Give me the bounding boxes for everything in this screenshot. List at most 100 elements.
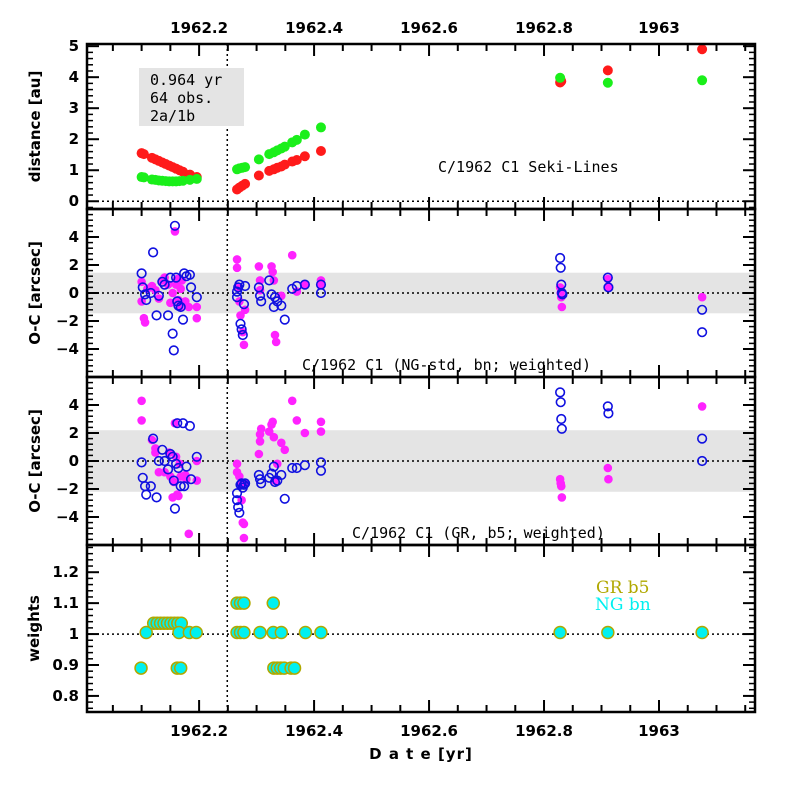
ng-residual-point	[181, 461, 192, 472]
ng-residual-point	[148, 247, 159, 258]
info-box-line: 64 obs.	[150, 89, 213, 107]
ng-residual-point	[231, 495, 243, 506]
y-axis-title: O-C [arcsec]	[26, 241, 44, 345]
ng-residual-point	[697, 455, 708, 467]
red-distance-point	[602, 65, 613, 76]
data-marks	[136, 44, 708, 195]
ng-residual-point	[602, 401, 613, 412]
gr-residual-point	[192, 476, 202, 485]
gr-residual-point	[556, 481, 566, 491]
gr-residual-point	[316, 427, 326, 436]
gr-residual-point	[137, 416, 146, 425]
ng-residual-point	[556, 413, 567, 425]
ng-residual-point	[279, 493, 290, 504]
gr-residual-point	[192, 313, 202, 323]
ng-residual-point	[697, 304, 708, 315]
y-tick-label: 3	[69, 99, 79, 117]
weight-point	[287, 661, 302, 675]
ng-residual-point	[231, 286, 243, 297]
y-tick-label: 1.2	[52, 563, 79, 581]
gr-residual-point	[256, 424, 266, 434]
gr-residual-point	[316, 417, 326, 427]
green-distance-point	[315, 122, 326, 133]
gr-residual-point	[271, 337, 281, 347]
green-distance-point	[279, 141, 290, 152]
y-tick-label: 4	[69, 228, 79, 246]
x-tick-label-bottom: 1962.2	[170, 722, 228, 740]
ng-residual-point	[237, 329, 248, 341]
ng-residual-point	[159, 455, 170, 467]
gr-residual-point	[176, 284, 186, 294]
gr-residual-point	[174, 491, 183, 501]
ng-residual-point	[239, 478, 251, 489]
gr-residual-point	[232, 255, 242, 264]
ng-residual-point	[162, 464, 174, 475]
ng-residual-point	[555, 397, 566, 408]
y-tick-label: 4	[69, 68, 79, 86]
weight-point	[266, 596, 281, 610]
y-tick-label: 5	[69, 37, 79, 55]
ng-residual-point	[557, 289, 568, 300]
ng-residual-point	[169, 220, 181, 231]
weight-point	[695, 625, 709, 640]
weight-point	[237, 596, 251, 610]
x-tick-label-top: 1962.4	[285, 19, 343, 37]
info-box-line: 0.964 yr	[150, 71, 222, 89]
gr-residual-point	[269, 432, 279, 442]
ng-residual-point	[235, 479, 246, 490]
gr-residual-point	[154, 294, 164, 303]
gr-residual-point	[239, 533, 249, 543]
green-distance-point	[602, 77, 613, 88]
ng-residual-point	[141, 489, 152, 500]
ng-residual-point	[159, 279, 170, 290]
ng-residual-point	[235, 318, 246, 329]
red-distance-point	[240, 178, 251, 189]
green-distance-point	[555, 72, 566, 83]
y-tick-label: 0	[69, 452, 79, 470]
ng-residual-point	[185, 282, 197, 293]
gr-residual-point	[268, 267, 277, 277]
gr-residual-point	[184, 302, 194, 312]
weight-point	[553, 625, 567, 640]
weight-point	[139, 625, 153, 640]
info-box-line: 2a/1b	[150, 107, 195, 125]
ng-residual-point	[179, 481, 190, 492]
data-marks	[136, 220, 708, 356]
x-tick-label-bottom: 1962.6	[400, 722, 458, 740]
panel-frame	[85, 543, 757, 714]
ng-residual-point	[148, 433, 159, 444]
gr-residual-point	[192, 302, 202, 312]
ng-residual-point	[602, 272, 613, 283]
x-tick-label-bottom: 1962.8	[515, 722, 573, 740]
y-axis-title: O-C [arcsec]	[26, 409, 44, 513]
weight-point	[314, 625, 328, 640]
y-tick-label: −2	[56, 312, 79, 330]
ng-residual-point	[315, 465, 327, 476]
gr-residual-point	[239, 519, 249, 529]
green-distance-point	[291, 134, 302, 145]
gr-residual-point	[287, 250, 297, 260]
ng-residual-point	[191, 451, 202, 462]
ng-residual-point	[151, 310, 162, 321]
ng-residual-point	[603, 282, 614, 293]
top-x-tick-labels: 1962.2 1962.4 1962.6 1962.8 1963	[170, 19, 680, 37]
y-tick-label: 1	[69, 161, 79, 179]
ng-residual-point	[234, 507, 245, 518]
ng-residual-point	[236, 324, 247, 335]
ng-residual-point	[168, 345, 179, 356]
red-distance-point	[697, 44, 708, 55]
y-axis-title: distance [au]	[26, 71, 44, 183]
x-tick-label-top: 1962.8	[515, 19, 573, 37]
ng-residual-point	[153, 455, 164, 467]
ng-residual-point	[256, 296, 267, 307]
ng-residual-point	[136, 268, 147, 279]
weight-point	[237, 625, 251, 640]
weight-point	[253, 625, 267, 640]
ng-residual-point	[145, 481, 156, 492]
ng-residual-point	[254, 290, 266, 301]
gr-residual-point	[603, 463, 613, 473]
ng-residual-point	[141, 294, 152, 306]
ng-residual-point	[168, 475, 179, 486]
weight-point	[173, 661, 188, 675]
panel-title: C/1962 C1 (NG-std, bn; weighted)	[302, 356, 591, 374]
